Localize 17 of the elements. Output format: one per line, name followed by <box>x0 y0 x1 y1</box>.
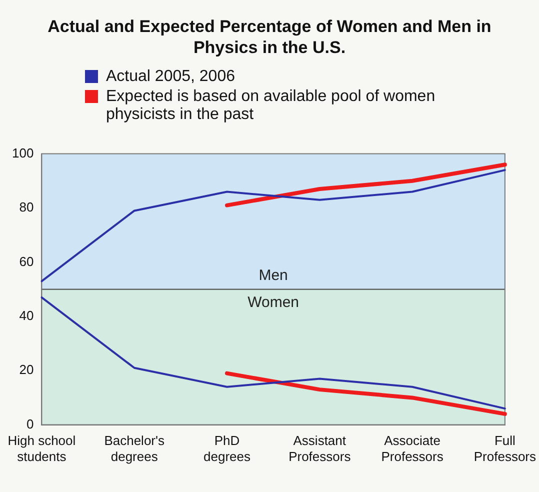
y-tick-label: 20 <box>19 362 34 378</box>
x-tick-label: Assistant Professors <box>288 433 352 464</box>
legend-label: Actual 2005, 2006 <box>106 68 235 86</box>
y-tick-label: 80 <box>19 200 34 215</box>
x-tick-label: Full Professors <box>474 433 536 464</box>
x-tick-label: High school students <box>8 433 76 464</box>
y-tick-label: 60 <box>19 254 34 269</box>
y-tick-label: 100 <box>12 145 34 160</box>
x-tick-label: Bachelor's degrees <box>104 433 165 464</box>
band-label: Women <box>248 294 300 311</box>
legend-label: Expected is based on available pool of women physicists in the past <box>106 88 436 124</box>
y-tick-label: 0 <box>26 416 34 432</box>
band-label: Men <box>258 266 288 284</box>
x-tick-label: PhD degrees <box>203 433 251 464</box>
x-tick-label: Associate Professors <box>381 433 444 464</box>
y-tick-label: 40 <box>19 308 34 323</box>
chart-title: Actual and Expected Percentage of Women and Men in Physics in the U.S. <box>46 16 492 58</box>
